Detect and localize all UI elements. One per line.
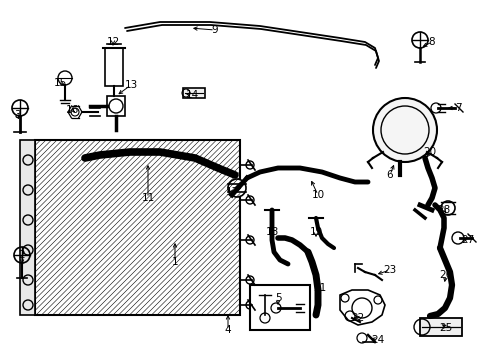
Bar: [249, 285, 309, 330]
Bar: [419, 318, 461, 336]
Text: 20: 20: [423, 147, 436, 157]
Circle shape: [372, 98, 436, 162]
Text: 1: 1: [171, 257, 178, 267]
Text: 17: 17: [225, 187, 238, 197]
Text: 16: 16: [65, 105, 79, 115]
Text: 6: 6: [386, 170, 392, 180]
Polygon shape: [339, 290, 384, 325]
Bar: [107, 96, 125, 116]
Text: 9: 9: [211, 25, 218, 35]
Text: 10: 10: [311, 190, 324, 200]
Text: 11: 11: [141, 193, 154, 203]
Text: 23: 23: [383, 265, 396, 275]
Text: 2: 2: [19, 250, 25, 260]
Text: 28: 28: [436, 205, 450, 215]
Bar: [20, 140, 35, 315]
Text: 15: 15: [53, 78, 66, 88]
Text: 12: 12: [106, 37, 120, 47]
Text: 19: 19: [309, 227, 322, 237]
Text: 8: 8: [428, 37, 434, 47]
Text: 25: 25: [439, 323, 452, 333]
Circle shape: [227, 179, 245, 197]
Text: 26: 26: [439, 270, 452, 280]
Text: 22: 22: [351, 313, 364, 323]
Bar: [183, 88, 204, 98]
Text: 5: 5: [274, 293, 281, 303]
Text: 27: 27: [461, 235, 474, 245]
Bar: [35, 140, 240, 315]
Text: 24: 24: [370, 335, 384, 345]
Text: 13: 13: [124, 80, 137, 90]
Text: 21: 21: [313, 283, 326, 293]
Bar: [35, 140, 240, 315]
Text: 4: 4: [224, 325, 231, 335]
Text: 7: 7: [454, 103, 460, 113]
Bar: [105, 48, 123, 86]
Text: 3: 3: [14, 110, 20, 120]
Text: 18: 18: [265, 227, 278, 237]
Text: 14: 14: [185, 90, 198, 100]
